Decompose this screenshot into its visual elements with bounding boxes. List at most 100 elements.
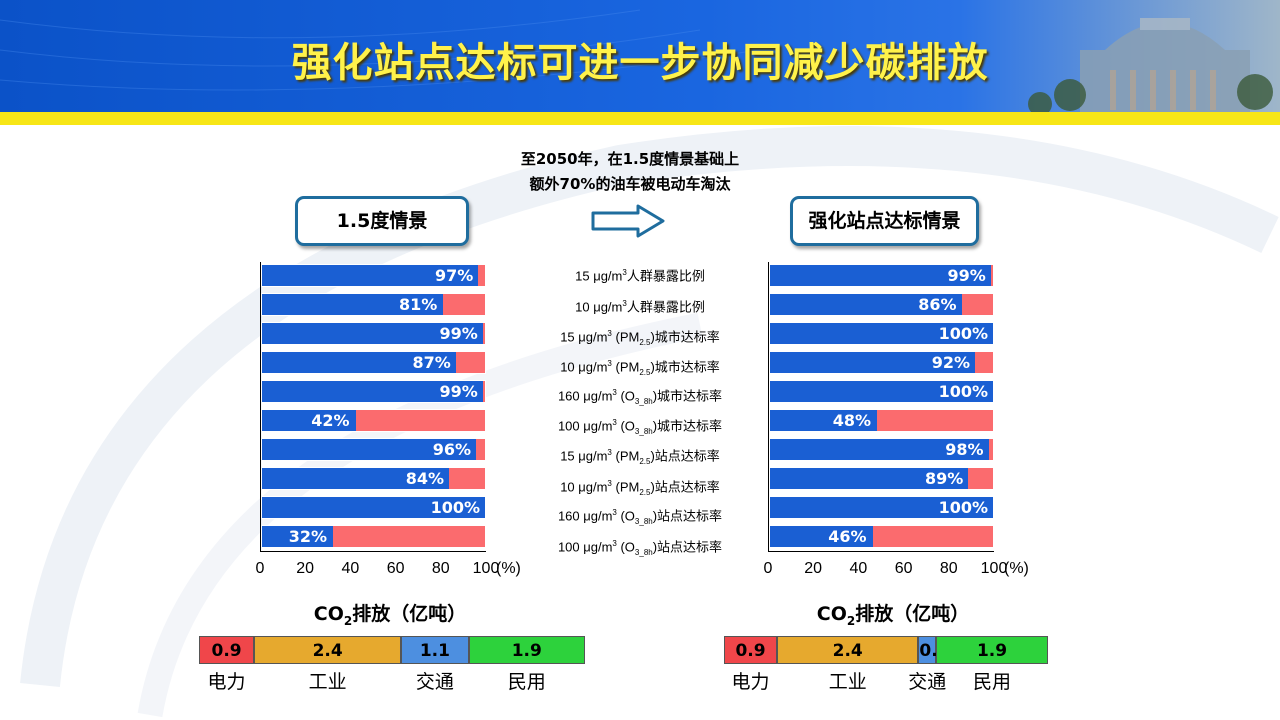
right-arrow-icon — [591, 204, 665, 238]
bar-fill — [262, 381, 483, 402]
bar-fill — [262, 526, 334, 547]
x-tick-label: 40 — [849, 560, 868, 577]
row-label-3: 15 μg/m3 (PM2.5)城市达标率 — [500, 324, 780, 347]
row-label-part-sub: 3_8h — [634, 426, 653, 436]
row-label-part-post: )站点达标率 — [650, 479, 720, 495]
banner-decoration — [0, 9, 1273, 112]
bar-value-label: 81% — [398, 295, 438, 314]
row-label-part-mid: (PM — [611, 329, 640, 345]
chart-1-5-degree: 97% 81% 99% 87% 99% 42% 96% 84% 100% 32% 0 20 40 60 80… — [256, 262, 521, 577]
x-tick-label: 100 — [980, 560, 1008, 577]
x-tick-label: 0 — [255, 560, 265, 577]
y-axis-line — [260, 262, 261, 552]
row-label-part-post: )城市达标率 — [652, 388, 723, 404]
co2-title-left-post: 排放（亿吨） — [352, 603, 467, 625]
note-line-2: 额外70%的油车被电动车淘汰 — [529, 175, 731, 193]
bar-value-label: 97% — [434, 266, 474, 285]
bar-value-label: 96% — [432, 440, 471, 459]
building-silhouette-icon — [1080, 18, 1250, 112]
x-tick-label: 60 — [894, 560, 913, 577]
bar-row-6: 48% — [769, 409, 994, 432]
row-label-part-pre: 100 μg/m — [557, 418, 613, 434]
scenario-note: 至2050年，在1.5度情景基础上 额外70%的油车被电动车淘汰 — [490, 147, 770, 197]
co2-title-right-sub: 2 — [846, 613, 856, 628]
bar-row-9: 100% — [769, 496, 994, 519]
bar-row-2: 86% — [769, 293, 994, 316]
co2-title-right: CO2排放（亿吨） — [793, 599, 993, 628]
bar-value-label: 86% — [918, 295, 957, 314]
bar-fill — [770, 352, 976, 373]
co2-title-right-pre: CO — [816, 603, 847, 625]
x-tick-label: 20 — [296, 560, 315, 577]
row-label-part-pre: 10 μg/m — [560, 479, 608, 495]
row-label-part-sup: 3 — [612, 508, 617, 517]
row-label-part-mid: (PM — [611, 448, 640, 464]
row-label-part-post: )站点达标率 — [652, 508, 723, 524]
x-tick-label: 40 — [341, 560, 360, 577]
row-label-part-sup: 3 — [607, 329, 612, 338]
row-label-5: 160 μg/m3 (O3_8h)城市达标率 — [500, 383, 780, 406]
bar-row-8: 89% — [769, 467, 994, 490]
x-axis-line — [768, 551, 994, 552]
bar-row-3: 100% — [769, 322, 994, 345]
co2-segment-3: 0.3 — [918, 636, 950, 664]
co2-category-label: 交通 — [908, 671, 947, 693]
row-label-part-sub: 2.5 — [639, 487, 651, 497]
co2-bar-right: 0.9 2.4 0.3 1.9 — [724, 636, 1048, 664]
row-label-part-pre: 100 μg/m — [557, 539, 613, 555]
bar-value-label: 92% — [931, 353, 970, 372]
row-label-part-post: 人群暴露比例 — [626, 299, 705, 315]
row-label-10: 100 μg/m3 (O3_8h)站点达标率 — [500, 534, 780, 557]
bar-fill — [770, 294, 962, 315]
scenario-box-1-5-degree: 1.5度情景 — [295, 196, 469, 246]
row-label-part-pre: 10 μg/m — [575, 299, 623, 315]
row-label-part-sup: 3 — [607, 448, 612, 457]
bar-row-1: 99% — [769, 264, 994, 287]
bar-fill — [262, 323, 483, 344]
bar-row-7: 96% — [261, 438, 486, 461]
co2-category-label: 工业 — [308, 671, 347, 693]
row-label-part-mid: (PM — [611, 359, 640, 375]
x-tick-label: 20 — [804, 560, 823, 577]
row-label-2: 10 μg/m3人群暴露比例 — [500, 294, 780, 314]
co2-category-label: 民用 — [507, 671, 546, 693]
chart-enhanced: 99% 86% 100% 92% 100% 48% 98% 89% 100% 46% 0 20 40 60… — [764, 262, 1029, 577]
bar-fill — [770, 410, 878, 431]
bar-fill — [262, 265, 479, 286]
co2-category-label: 电力 — [207, 671, 246, 693]
bar-fill — [770, 381, 993, 402]
row-label-part-pre: 10 μg/m — [560, 359, 608, 375]
bar-value-label: 100% — [430, 498, 480, 517]
row-label-part-sup: 3 — [612, 418, 617, 427]
bar-fill — [770, 468, 969, 489]
co2-segment-3: 1.1 — [401, 636, 469, 664]
row-label-7: 15 μg/m3 (PM2.5)站点达标率 — [500, 443, 780, 466]
row-label-part-post: )站点达标率 — [650, 448, 720, 464]
bar-fill — [770, 497, 993, 518]
scenario-box-enhanced: 强化站点达标情景 — [790, 196, 979, 246]
x-tick-label: 60 — [386, 560, 405, 577]
bar-row-5: 99% — [261, 380, 486, 403]
bar-fill — [262, 352, 456, 373]
row-label-part-pre: 160 μg/m — [557, 388, 613, 404]
row-label-part-sub: 3_8h — [634, 547, 653, 557]
x-unit-label: (%) — [496, 560, 521, 577]
row-label-part-sup: 3 — [607, 479, 612, 488]
bar-row-10: 32% — [261, 525, 486, 548]
bar-value-label: 89% — [924, 469, 964, 488]
co2-category-label: 民用 — [973, 671, 1012, 693]
bar-value-label: 48% — [832, 411, 871, 430]
bar-row-4: 92% — [769, 351, 994, 374]
row-label-part-post: )城市达标率 — [652, 418, 723, 434]
bar-value-label: 98% — [945, 440, 984, 459]
x-tick-label: 100 — [472, 560, 500, 577]
row-label-1: 15 μg/m3人群暴露比例 — [500, 263, 780, 283]
x-axis-line — [260, 551, 486, 552]
bar-fill — [262, 294, 443, 315]
bar-row-10: 46% — [769, 525, 994, 548]
row-label-part-sub: 3_8h — [634, 396, 653, 406]
bar-value-label: 99% — [439, 382, 478, 401]
bar-value-label: 84% — [405, 469, 444, 488]
bar-value-label: 99% — [439, 324, 478, 343]
co2-title-left-pre: CO — [313, 603, 344, 625]
